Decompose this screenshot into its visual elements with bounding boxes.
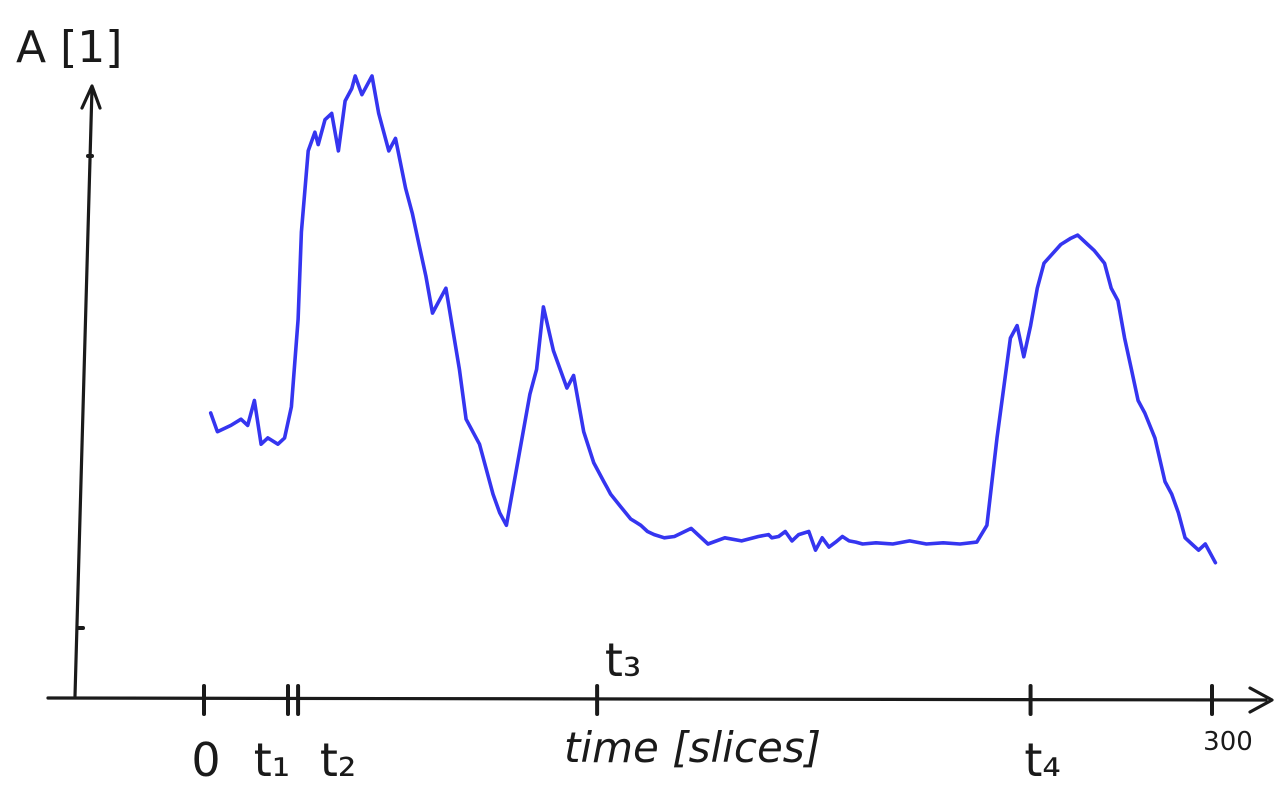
x-tick-label: t₄ — [1024, 733, 1060, 786]
x-tick-label: 0 — [191, 733, 220, 786]
x-axis — [46, 696, 1268, 703]
x-axis-arrowhead — [1248, 686, 1274, 714]
y-axis-label: A [1] — [16, 22, 122, 73]
x-axis-label: time [slices] — [564, 723, 821, 772]
x-tick-labels: 0 t₁ t₂ t₃ t₄ 300 — [191, 633, 1252, 786]
x-tick-label: 300 — [1203, 727, 1253, 757]
x-ticks — [202, 684, 1214, 716]
series-line — [208, 74, 1218, 565]
y-axis — [73, 86, 94, 698]
x-tick-label: t₃ — [605, 633, 641, 687]
x-tick-label: t₁ — [254, 733, 290, 786]
y-axis-arrowhead — [80, 84, 102, 110]
x-tick-label: t₂ — [320, 733, 356, 786]
